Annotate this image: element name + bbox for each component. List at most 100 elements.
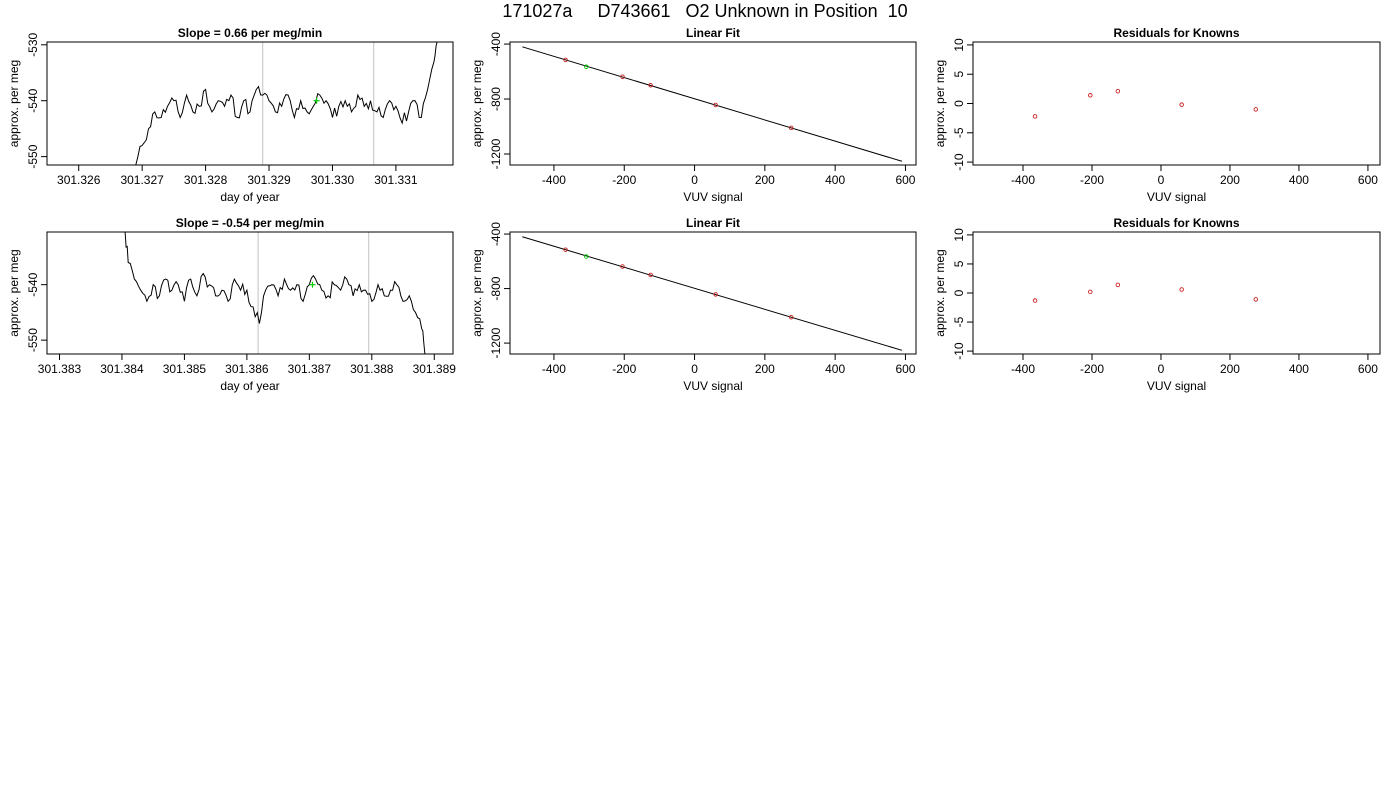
plot-area (135, 42, 438, 165)
y-tick-label: -540 (26, 272, 40, 296)
x-tick-label: 301.384 (100, 362, 144, 376)
x-tick-label: 600 (895, 173, 915, 187)
y-tick-label: -400 (489, 32, 503, 56)
x-tick-label: 600 (1358, 362, 1378, 376)
y-tick-label: 5 (952, 71, 966, 78)
x-tick-label: -400 (542, 173, 566, 187)
y-tick-label: -530 (26, 32, 40, 56)
x-axis-label: VUV signal (1147, 190, 1206, 204)
x-tick-label: 200 (1220, 362, 1240, 376)
known-point (788, 314, 794, 320)
residual-point (1179, 287, 1184, 292)
panel-6: Residuals for Knowns -400 -200 0 200 400 600 -1… (933, 216, 1381, 393)
x-tick-label: 0 (1158, 362, 1165, 376)
unknown-point (584, 64, 589, 69)
x-tick-label: -400 (1011, 362, 1035, 376)
residual-point (1088, 289, 1093, 295)
x-tick-label: -200 (612, 173, 636, 187)
residual-point (1032, 298, 1038, 303)
known-point (713, 102, 718, 108)
panel-2: Linear Fit -400 -200 0 200 400 600 -400 -800 -120… (470, 26, 917, 204)
y-tick-label: 10 (952, 38, 966, 52)
plot-frame (46, 41, 454, 166)
x-tick-label: 200 (755, 173, 775, 187)
x-axis-label: day of year (220, 190, 279, 204)
fit-line (522, 236, 903, 351)
residual-point (1088, 93, 1093, 98)
y-axis-label: approx. per meg (470, 60, 484, 147)
x-tick-label: 301.328 (184, 173, 228, 187)
unknown-point (584, 254, 589, 259)
x-axis-label: day of year (220, 379, 279, 393)
x-tick-label: 400 (825, 362, 845, 376)
known-point (620, 264, 625, 269)
x-tick-label: -200 (1080, 173, 1104, 187)
x-tick-label: 0 (691, 173, 698, 187)
residual-point (1253, 297, 1259, 302)
y-tick-label: -5 (952, 316, 966, 327)
panel-1: Slope = 0.66 per meg/min 301.326 301.327 30… (7, 26, 454, 204)
x-tick-label: 400 (825, 173, 845, 187)
y-tick-label: -550 (26, 328, 40, 352)
y-axis-label: approx. per meg (470, 249, 484, 336)
residual-point (1115, 282, 1121, 288)
plot-frame (46, 231, 454, 355)
x-tick-label: 200 (755, 362, 775, 376)
known-point (620, 74, 625, 80)
plot-frame (509, 41, 917, 166)
y-tick-label: -5 (952, 127, 966, 138)
x-tick-label: 0 (1158, 173, 1165, 187)
plot-frame (972, 231, 1381, 355)
plot-area (124, 232, 426, 354)
x-tick-label: -400 (542, 362, 566, 376)
x-axis-label: VUV signal (683, 379, 742, 393)
panel-4: Slope = -0.54 per meg/min 301.383 301.384 3… (7, 216, 456, 393)
x-tick-label: 600 (1358, 173, 1378, 187)
x-tick-label: 600 (895, 362, 915, 376)
known-point (788, 125, 794, 131)
x-tick-label: 200 (1220, 173, 1240, 187)
plot-frame (972, 41, 1381, 166)
x-tick-label: 301.383 (38, 362, 82, 376)
signal-line (135, 42, 438, 165)
y-tick-label: -10 (952, 342, 966, 360)
y-tick-label: -550 (26, 144, 40, 168)
panel-title: Linear Fit (686, 216, 740, 230)
panel-title: Residuals for Knowns (1113, 216, 1239, 230)
y-axis-label: approx. per meg (7, 249, 21, 336)
known-point (713, 292, 718, 297)
x-tick-label: 301.330 (311, 173, 355, 187)
known-point (563, 57, 568, 63)
x-tick-label: -200 (612, 362, 636, 376)
panel-title: Linear Fit (686, 26, 740, 40)
figure-title: 171027a D743661 O2 Unknown in Position 1… (502, 1, 908, 21)
known-point (648, 272, 653, 278)
residual-point (1115, 88, 1121, 94)
x-tick-label: 400 (1289, 362, 1309, 376)
x-tick-label: 400 (1289, 173, 1309, 187)
y-tick-label: 5 (952, 260, 966, 267)
x-tick-label: 0 (691, 362, 698, 376)
residual-point (1253, 107, 1259, 112)
signal-line (124, 232, 426, 354)
y-axis-label: approx. per meg (7, 60, 21, 147)
y-tick-label: 0 (952, 289, 966, 296)
known-point (648, 83, 653, 88)
residual-point (1179, 102, 1184, 107)
y-tick-label: -800 (489, 276, 503, 300)
panel-3: Residuals for Knowns -400 -200 0 200 400 600 -1… (933, 26, 1381, 204)
y-axis-label: approx. per meg (933, 60, 947, 147)
x-tick-label: -400 (1011, 173, 1035, 187)
x-tick-label: 301.389 (413, 362, 457, 376)
x-tick-label: 301.385 (163, 362, 207, 376)
y-tick-label: 10 (952, 228, 966, 242)
y-tick-label: -540 (26, 88, 40, 112)
y-tick-label: -1200 (489, 138, 503, 169)
x-axis-label: VUV signal (1147, 379, 1206, 393)
x-axis-label: VUV signal (683, 190, 742, 204)
panel-title: Slope = -0.54 per meg/min (176, 216, 324, 230)
residual-point (1032, 114, 1038, 119)
x-tick-label: 301.331 (374, 173, 418, 187)
panel-5: Linear Fit -400 -200 0 200 400 600 -400 -800 -120… (470, 216, 917, 393)
